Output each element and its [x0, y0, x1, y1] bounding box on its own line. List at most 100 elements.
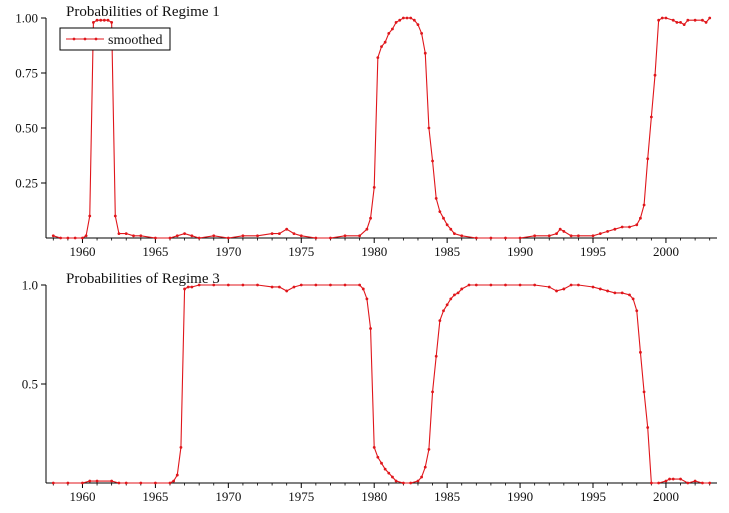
data-point	[649, 481, 653, 485]
data-point	[154, 236, 157, 240]
data-point	[646, 426, 650, 429]
data-point	[416, 479, 420, 483]
data-point	[391, 475, 394, 479]
panel-title: Probabilities of Regime 3	[66, 271, 220, 287]
legend-label: smoothed	[108, 33, 162, 48]
data-point	[314, 283, 318, 287]
data-point	[646, 157, 650, 161]
data-point	[369, 327, 372, 330]
data-point	[682, 23, 686, 26]
data-point	[168, 481, 172, 485]
y-tick-label: 1.0	[22, 278, 38, 293]
data-point	[376, 56, 380, 59]
data-point	[449, 227, 453, 231]
data-point	[631, 297, 635, 301]
x-tick-label: 1970	[215, 489, 241, 504]
data-point	[88, 214, 92, 218]
data-point	[292, 232, 296, 236]
data-point	[380, 45, 383, 48]
data-point	[606, 289, 609, 293]
data-point	[671, 18, 675, 22]
data-point	[420, 32, 424, 35]
data-point	[675, 21, 679, 24]
data-point	[562, 287, 566, 291]
data-point	[110, 479, 114, 483]
data-point	[489, 236, 493, 240]
data-point	[639, 350, 642, 354]
data-point	[591, 285, 595, 289]
data-point	[547, 234, 551, 238]
data-point	[66, 481, 70, 485]
data-point	[445, 223, 449, 227]
data-point	[113, 214, 117, 218]
data-point	[569, 234, 573, 238]
data-point	[81, 481, 84, 485]
data-point	[277, 285, 281, 289]
data-point	[241, 283, 245, 287]
data-point	[653, 73, 657, 77]
data-point	[51, 481, 55, 485]
data-point	[657, 481, 661, 485]
data-point	[292, 285, 296, 289]
data-point	[518, 283, 522, 287]
data-point	[314, 236, 318, 240]
data-point	[154, 481, 157, 485]
data-point	[343, 283, 347, 287]
data-point	[299, 234, 303, 238]
data-point	[613, 227, 617, 231]
data-point	[445, 303, 449, 307]
data-point	[401, 16, 405, 20]
legend-swatch-point	[94, 37, 98, 41]
x-tick-label: 1995	[580, 244, 606, 259]
data-point	[376, 455, 380, 459]
data-point	[401, 481, 405, 485]
data-point	[431, 159, 434, 163]
data-point	[380, 461, 383, 465]
data-point	[270, 232, 274, 236]
data-point	[474, 283, 478, 287]
y-tick-label: 1.00	[15, 11, 38, 26]
x-tick-label: 1990	[507, 489, 533, 504]
data-point	[394, 21, 398, 24]
data-point	[460, 287, 464, 291]
data-point	[343, 234, 347, 238]
data-point	[423, 51, 427, 55]
data-point	[438, 210, 442, 214]
data-point	[577, 234, 580, 238]
data-point	[102, 18, 106, 22]
legend-swatch-point	[83, 37, 87, 41]
data-point	[649, 115, 653, 119]
x-tick-label: 1985	[434, 244, 460, 259]
data-point	[431, 390, 434, 394]
y-tick-label: 0.5	[22, 377, 38, 392]
data-point	[139, 481, 143, 485]
data-point	[186, 285, 190, 289]
data-point	[628, 293, 631, 297]
data-point	[635, 309, 639, 313]
data-point	[664, 16, 668, 20]
data-point	[453, 293, 456, 297]
data-point	[518, 236, 522, 240]
data-point	[598, 287, 602, 291]
data-point	[701, 481, 704, 485]
data-point	[365, 297, 369, 301]
y-tick-label: 0.25	[15, 176, 38, 191]
data-point	[358, 283, 362, 287]
x-tick-label: 1965	[142, 244, 168, 259]
data-point	[226, 283, 230, 287]
data-point	[639, 216, 642, 220]
data-point	[460, 234, 464, 238]
data-point	[620, 225, 624, 229]
data-point	[285, 289, 289, 293]
data-point	[190, 285, 194, 289]
data-point	[197, 283, 201, 287]
data-point	[358, 234, 362, 238]
data-point	[270, 285, 274, 289]
data-point	[190, 234, 194, 238]
data-point	[299, 283, 303, 287]
legend: smoothed	[59, 27, 171, 51]
data-point	[693, 479, 697, 483]
data-point	[329, 283, 332, 287]
data-point	[660, 16, 664, 20]
